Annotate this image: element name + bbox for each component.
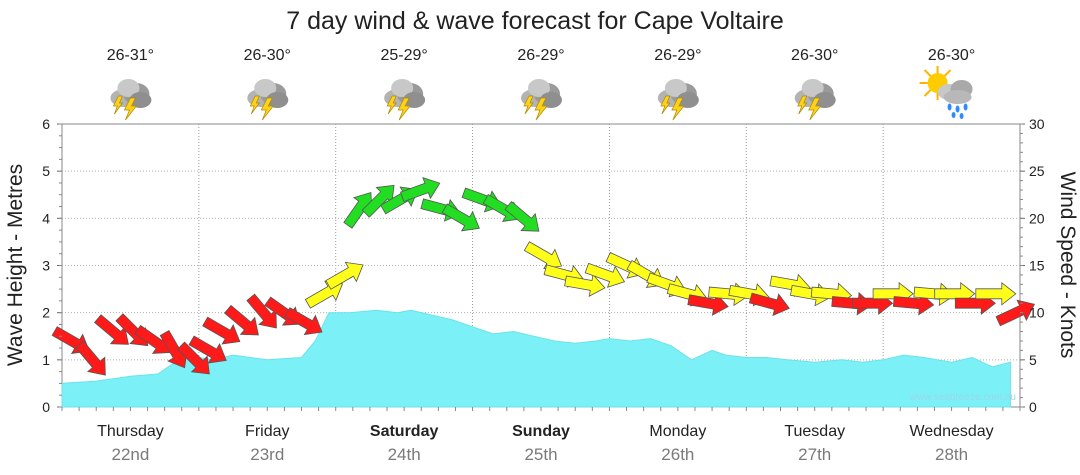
left-axis: 0 1 2 3 4 5 6	[42, 116, 1021, 415]
day-temperature: 26-29°	[654, 47, 701, 64]
day-name: Sunday	[512, 423, 570, 440]
right-tick-label: 30	[1029, 116, 1045, 132]
left-tick-label: 4	[42, 210, 50, 226]
day-name: Wednesday	[909, 423, 993, 440]
day-date: 23rd	[250, 445, 284, 464]
wave-height-area	[61, 309, 1011, 408]
right-axis: 0 5 10 15 20 25 30	[1020, 116, 1045, 415]
storm-icon	[794, 78, 837, 121]
day-name: Tuesday	[784, 423, 845, 440]
wind-arrow	[399, 176, 441, 203]
wind-arrow	[325, 261, 364, 290]
wind-arrow	[284, 307, 323, 336]
wind-arrows	[51, 176, 1036, 376]
day-temperature: 26-29°	[517, 47, 564, 64]
day-date: 22nd	[112, 445, 150, 464]
right-tick-label: 15	[1029, 258, 1045, 274]
day-date: 26th	[661, 445, 694, 464]
wind-arrow	[441, 203, 480, 232]
wind-arrow	[995, 299, 1036, 327]
day-date: 25th	[524, 445, 557, 464]
weather-icon-row	[110, 65, 974, 121]
day-temperature: 26-31°	[107, 47, 154, 64]
wind-arrow	[246, 293, 277, 329]
left-tick-label: 3	[42, 258, 50, 274]
day-labels: Thursday 22nd Friday 23rd Saturday 24th Sunday…	[97, 423, 994, 464]
wind-arrow	[564, 273, 606, 298]
right-tick-label: 5	[1029, 352, 1037, 368]
wind-arrow	[584, 262, 626, 288]
day-name: Thursday	[97, 423, 164, 440]
right-tick-label: 0	[1029, 399, 1037, 415]
left-tick-label: 0	[42, 399, 50, 415]
day-temperature: 25-29°	[380, 47, 427, 64]
day-name: Saturday	[370, 423, 439, 440]
day-date: 27th	[798, 445, 831, 464]
chart-title: 7 day wind & wave forecast for Cape Volt…	[286, 7, 784, 35]
day-date: 28th	[935, 445, 968, 464]
storm-icon	[246, 78, 289, 121]
wind-arrow	[94, 314, 129, 345]
left-tick-label: 1	[42, 352, 50, 368]
storm-icon	[520, 78, 563, 121]
sun-rain-icon	[918, 65, 974, 120]
storm-icon	[657, 78, 700, 121]
wind-arrow	[202, 316, 241, 345]
day-temperature: 26-30°	[928, 47, 975, 64]
watermark: www.seabreeze.com.au	[909, 392, 1016, 403]
storm-icon	[110, 78, 152, 121]
wind-arrow	[224, 304, 259, 336]
wind-arrow	[504, 201, 540, 232]
left-axis-label: Wave Height - Metres	[4, 164, 27, 366]
left-tick-label: 5	[42, 163, 50, 179]
left-tick-label: 2	[42, 305, 50, 321]
day-temperature: 26-30°	[244, 47, 291, 64]
left-tick-label: 6	[42, 116, 50, 132]
storm-icon	[383, 78, 426, 121]
wind-arrow	[975, 281, 1017, 306]
right-tick-label: 20	[1029, 210, 1045, 226]
day-name: Friday	[245, 423, 289, 440]
right-tick-label: 25	[1029, 163, 1045, 179]
day-temperature: 26-30°	[791, 47, 838, 64]
day-name: Monday	[649, 423, 706, 440]
wind-arrow	[176, 341, 210, 375]
right-tick-label: 10	[1029, 305, 1045, 321]
wind-arrow	[687, 292, 729, 316]
wind-arrow	[361, 184, 395, 218]
right-axis-label: Wind Speed - Knots	[1056, 172, 1079, 359]
wind-arrow	[75, 340, 106, 376]
temperature-row: 26-31° 26-30° 25-29° 26-29° 26-29° 26-30° 26-3…	[107, 47, 975, 64]
day-date: 24th	[388, 445, 421, 464]
wind-arrow	[748, 292, 790, 317]
wind-arrow	[188, 335, 227, 364]
